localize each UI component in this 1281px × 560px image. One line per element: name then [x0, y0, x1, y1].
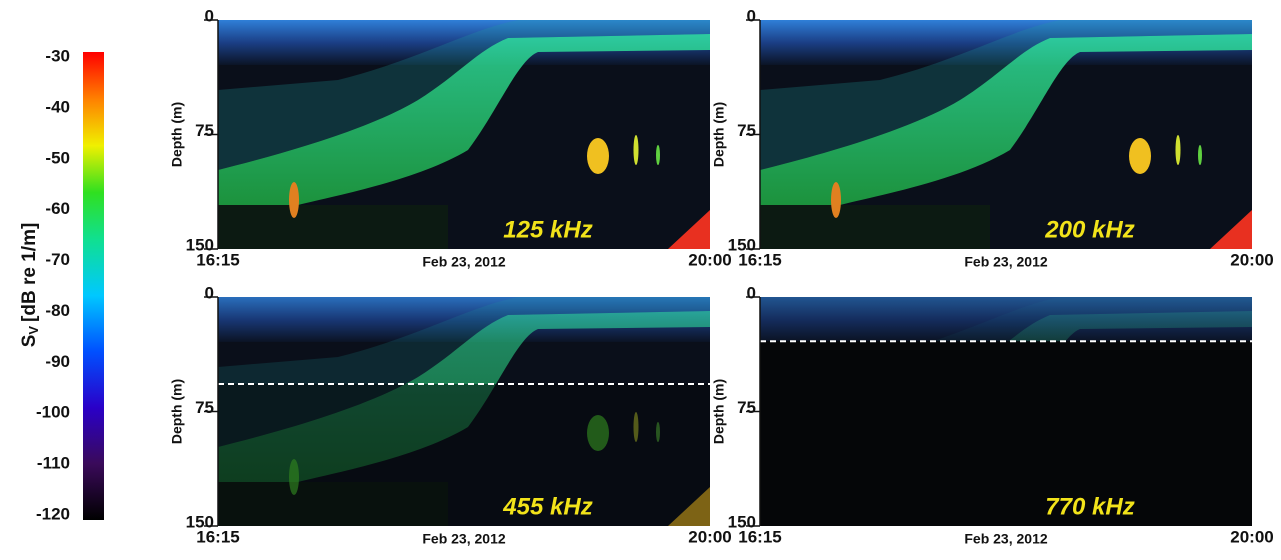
- echogram: [218, 20, 710, 249]
- fish-school: [831, 182, 841, 218]
- echogram: [760, 297, 1252, 526]
- fish-school: [633, 135, 639, 165]
- echogram-panel: 0 75 150 Depth (m) 16:15 20:00 Feb 23, 2012 200…: [711, 6, 1274, 269]
- colorbar-tick-label: -80: [45, 301, 70, 320]
- y-axis-label: Depth (m): [711, 102, 727, 167]
- y-tick-label: 0: [205, 6, 214, 25]
- frequency-label: 455 kHz: [502, 493, 592, 520]
- echogram-panel: 0 75 150 Depth (m) 16:15 20:00 Feb 23, 2012 455…: [169, 283, 732, 546]
- colorbar-tick-label: -50: [45, 148, 70, 167]
- fish-school: [587, 138, 609, 174]
- label-symbol: S: [19, 335, 40, 348]
- x-start-label: 16:15: [738, 250, 781, 269]
- colorbar-tick-label: -100: [36, 403, 70, 422]
- y-tick-label: 150: [728, 235, 756, 254]
- colorbar-tick-label: -120: [36, 504, 70, 523]
- y-tick-label: 0: [747, 283, 756, 302]
- date-label: Feb 23, 2012: [964, 531, 1047, 547]
- y-tick-label: 150: [186, 512, 214, 531]
- x-start-label: 16:15: [196, 250, 239, 269]
- fish-school: [633, 412, 639, 442]
- x-start-label: 16:15: [196, 527, 239, 546]
- y-tick-label: 150: [186, 235, 214, 254]
- y-tick-label: 75: [195, 398, 214, 417]
- x-end-label: 20:00: [688, 527, 731, 546]
- scattering-layer: [218, 311, 710, 487]
- echogram-panel: 0 75 150 Depth (m) 16:15 20:00 Feb 23, 2012 770…: [711, 283, 1274, 546]
- y-tick-label: 75: [737, 121, 756, 140]
- y-axis-label: Depth (m): [169, 379, 185, 444]
- layer-top: [218, 20, 710, 170]
- x-end-label: 20:00: [688, 250, 731, 269]
- echogram: [760, 20, 1252, 249]
- y-axis-label: Depth (m): [711, 379, 727, 444]
- frequency-label: 125 kHz: [503, 216, 592, 243]
- noise-mask: [218, 384, 710, 526]
- label-subscript: V: [26, 326, 41, 335]
- x-end-label: 20:00: [1230, 250, 1273, 269]
- layer-top: [218, 297, 710, 447]
- y-tick-label: 0: [205, 283, 214, 302]
- seafloor: [1210, 210, 1252, 249]
- frequency-label: 770 kHz: [1045, 493, 1134, 520]
- fish-school: [656, 145, 660, 165]
- y-tick-label: 75: [737, 398, 756, 417]
- y-tick-label: 75: [195, 121, 214, 140]
- date-label: Feb 23, 2012: [422, 254, 505, 270]
- colorbar-gradient: [83, 52, 104, 520]
- echogram-panel: 0 75 150 Depth (m) 16:15 20:00 Feb 23, 2012 125…: [169, 6, 732, 269]
- colorbar-label: SV [dB re 1/m]: [19, 223, 41, 348]
- y-tick-label: 0: [747, 6, 756, 25]
- noise-mask: [760, 341, 1252, 526]
- frequency-label: 200 kHz: [1044, 216, 1134, 243]
- label-unit: [dB re 1/m]: [19, 223, 40, 322]
- scattering-layer: [760, 34, 1252, 210]
- fish-school: [289, 182, 299, 218]
- fish-school: [656, 422, 660, 442]
- y-tick-label: 150: [728, 512, 756, 531]
- date-label: Feb 23, 2012: [964, 254, 1047, 270]
- seabed-echo: [218, 482, 448, 526]
- echogram: [218, 297, 710, 526]
- colorbar-tick-label: -60: [45, 199, 70, 218]
- seabed-echo: [760, 205, 990, 249]
- x-end-label: 20:00: [1230, 527, 1273, 546]
- layer-top: [760, 20, 1252, 170]
- colorbar-tick-label: -90: [45, 352, 70, 371]
- fish-school: [587, 415, 609, 451]
- y-axis-label: Depth (m): [169, 102, 185, 167]
- colorbar-tick-label: -70: [45, 250, 70, 269]
- x-start-label: 16:15: [738, 527, 781, 546]
- seafloor: [668, 210, 710, 249]
- seabed-echo: [218, 205, 448, 249]
- fish-school: [1198, 145, 1202, 165]
- colorbar-tick-label: -30: [45, 46, 70, 65]
- fish-school: [289, 459, 299, 495]
- scattering-layer: [218, 34, 710, 210]
- colorbar-tick-label: -110: [37, 454, 70, 473]
- colorbar-tick-label: -40: [45, 97, 70, 116]
- colorbar: SV [dB re 1/m]: [19, 52, 104, 520]
- fish-school: [1175, 135, 1181, 165]
- fish-school: [1129, 138, 1151, 174]
- seafloor: [668, 487, 710, 526]
- date-label: Feb 23, 2012: [422, 531, 505, 547]
